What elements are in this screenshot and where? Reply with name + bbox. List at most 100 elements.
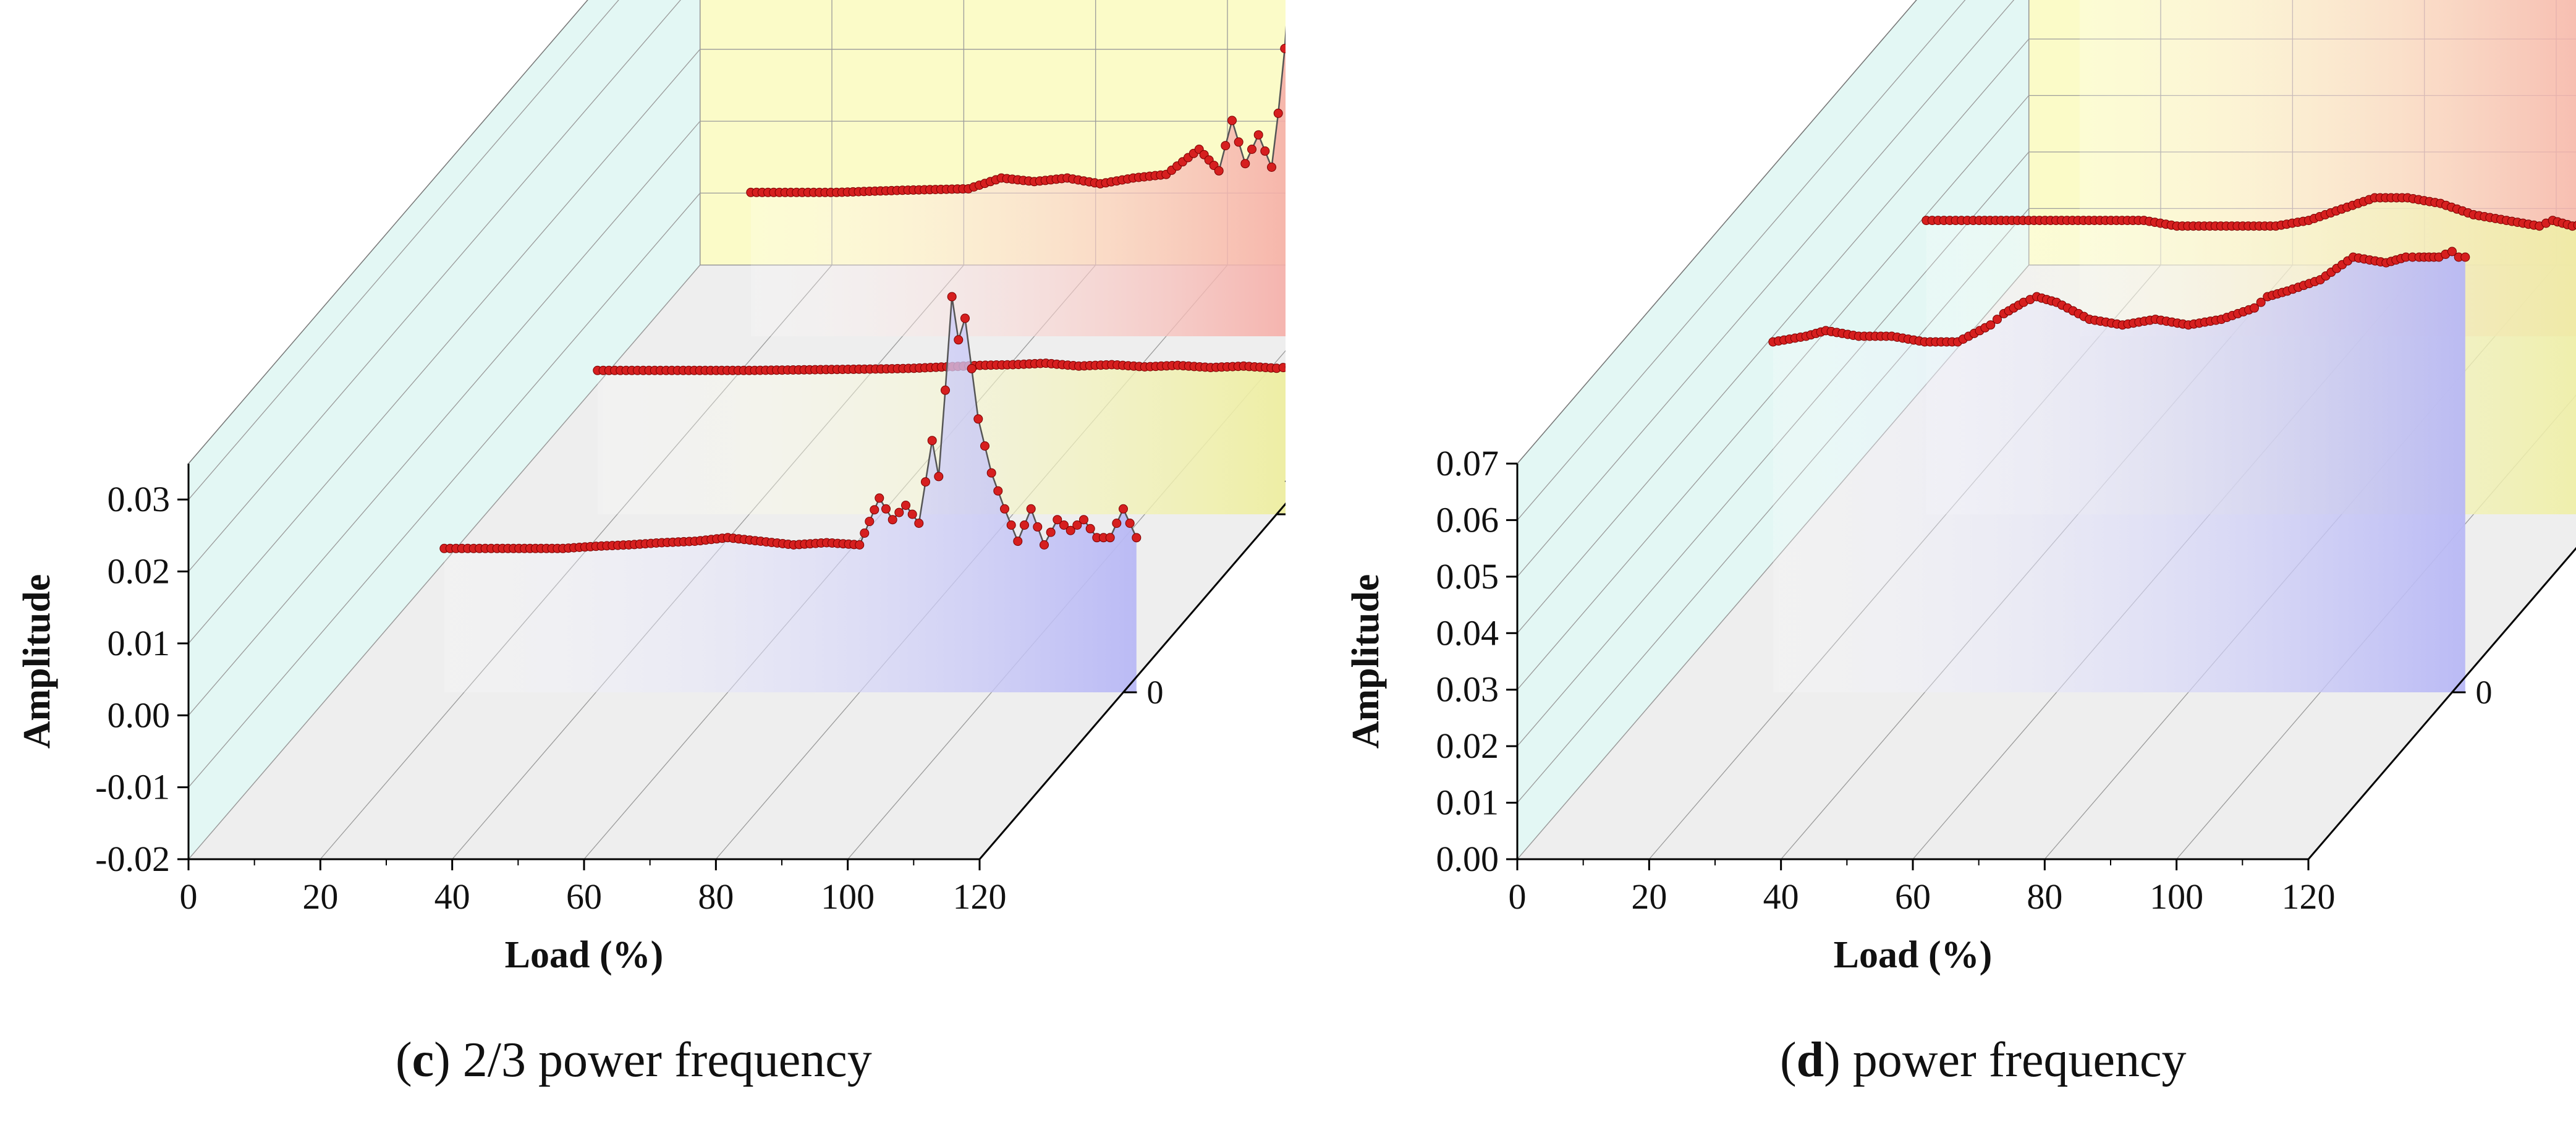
x-tick-label: 0 [1509, 877, 1527, 917]
data-point-2 [1247, 145, 1256, 154]
data-point-0 [2460, 252, 2470, 262]
series-area-0 [444, 297, 1137, 692]
side-wall-plane [189, 0, 700, 859]
data-point-0 [875, 493, 884, 503]
data-point-0 [1986, 320, 1996, 330]
caption-c-letter: c [412, 1033, 434, 1087]
x-tick-label: 100 [2150, 877, 2203, 917]
data-point-2 [1234, 137, 1244, 147]
y-tick-label: 0.06 [1436, 499, 1499, 540]
data-point-0 [927, 436, 937, 446]
y-tick-label: 0.07 [1436, 443, 1499, 483]
x-tick-label: 40 [1763, 877, 1799, 917]
data-point-0 [921, 477, 930, 487]
data-point-0 [865, 517, 875, 527]
grid-line-y [1517, 0, 2015, 577]
grid-line-y [1517, 0, 1966, 520]
data-point-0 [954, 335, 964, 345]
data-point-2 [1227, 116, 1237, 125]
data-point-0 [1085, 524, 1095, 533]
data-point-0 [855, 540, 865, 550]
data-point-0 [1026, 504, 1036, 514]
y-tick-label: 0.01 [1436, 783, 1499, 823]
y-tick-label: 0.00 [108, 695, 171, 735]
x-tick-label: 120 [2282, 877, 2336, 917]
data-point-0 [901, 501, 910, 510]
data-point-0 [1053, 515, 1062, 525]
data-point-0 [1020, 520, 1029, 530]
data-point-0 [1993, 315, 2002, 325]
data-point-0 [1059, 520, 1069, 530]
z-tick-label: 0 [2476, 674, 2493, 711]
x-tick-label: 60 [1895, 877, 1931, 917]
x-axis-title: Load (%) [1834, 934, 1993, 976]
data-point-0 [1125, 519, 1135, 528]
data-point-2 [1267, 163, 1276, 172]
x-tick-label: 80 [698, 877, 734, 917]
data-point-0 [1046, 527, 1056, 537]
data-point-2 [1280, 44, 1286, 53]
data-point-0 [1013, 537, 1023, 546]
y-tick-label: 0.02 [1436, 726, 1499, 766]
data-point-0 [934, 472, 944, 482]
data-point-0 [870, 505, 879, 515]
grid-line-y [188, 49, 1286, 644]
data-point-0 [1132, 533, 1142, 543]
y-tick-label: 0.03 [108, 479, 171, 519]
data-point-0 [1112, 519, 1122, 528]
data-point-0 [1072, 520, 1082, 530]
data-point-0 [907, 509, 917, 519]
x-tick-label: 0 [180, 877, 198, 917]
x-tick-label: 20 [1631, 877, 1667, 917]
x-tick-label: 40 [434, 877, 470, 917]
chart-panel-c: 0 20 40 60 80 100 120 -0.02 -0.01 0.00 0.01 0.02 0.0… [16, 0, 1286, 976]
data-point-0 [2256, 297, 2266, 307]
x-tick-label: 120 [953, 877, 1007, 917]
series-area-0 [1773, 251, 2465, 692]
y-tick-label: 0.05 [1436, 556, 1499, 596]
data-point-0 [960, 313, 970, 323]
data-point-0 [980, 441, 989, 451]
data-point-0 [860, 529, 870, 538]
x-tick-label: 60 [566, 877, 602, 917]
caption-d: (d) power frequency [1780, 1033, 2187, 1087]
caption-c-text: 2/3 power frequency [462, 1033, 872, 1087]
data-point-0 [1033, 522, 1043, 532]
data-point-0 [2447, 247, 2457, 257]
z-axis-line [978, 502, 1286, 860]
x-tick-label: 20 [302, 877, 338, 917]
data-point-1 [1278, 363, 1286, 373]
y-tick-label: 0.00 [1436, 839, 1499, 879]
y-axis-title: Amplitude [1345, 574, 1387, 749]
z-axis-line [2307, 546, 2576, 860]
grid-line-y [188, 121, 1286, 716]
z-tick-label: 0 [1147, 674, 1164, 711]
data-point-0 [914, 519, 924, 528]
chart-panel-d: 0 20 40 60 80 100 120 0.00 0.01 0.02 0.03 0.04 0.05 0… [1345, 0, 2576, 976]
grid-line-y [188, 0, 681, 572]
y-tick-label: -0.01 [95, 767, 170, 807]
data-point-1 [2573, 221, 2576, 230]
grid-line-y [188, 0, 619, 500]
caption-c: (c) 2/3 power frequency [396, 1033, 872, 1087]
data-point-2 [1221, 141, 1231, 151]
data-point-0 [2250, 303, 2259, 313]
y-tick-label: 0.04 [1436, 613, 1499, 653]
data-point-0 [1040, 540, 1049, 550]
y-tick-label: -0.02 [95, 839, 170, 879]
data-point-0 [1119, 504, 1128, 514]
data-point-0 [967, 363, 977, 373]
data-point-0 [941, 385, 950, 395]
data-point-0 [1079, 515, 1088, 525]
x-axis-title: Load (%) [505, 934, 664, 976]
caption-d-text: power frequency [1852, 1033, 2187, 1087]
data-point-0 [1000, 504, 1009, 514]
series-area-2 [750, 37, 1286, 336]
y-axis-title: Amplitude [16, 574, 58, 749]
data-point-0 [993, 486, 1003, 496]
data-point-0 [986, 468, 996, 478]
data-point-2 [1214, 166, 1224, 176]
y-tick-label: 0.03 [1436, 669, 1499, 710]
x-tick-label: 80 [2027, 877, 2062, 917]
